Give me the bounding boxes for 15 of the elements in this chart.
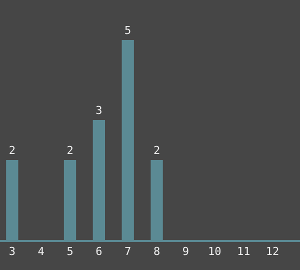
data-label: 5 xyxy=(124,24,132,37)
x-tick-label: 7 xyxy=(124,245,132,258)
x-tick-label: 12 xyxy=(266,245,280,258)
data-label: 2 xyxy=(66,144,74,157)
data-label: 3 xyxy=(96,104,102,117)
x-tick-label: 4 xyxy=(38,245,45,258)
x-tick-label: 11 xyxy=(236,245,250,258)
x-tick-label: 9 xyxy=(182,245,190,258)
x-tick-label: 5 xyxy=(66,245,74,258)
x-tick-label: 3 xyxy=(8,245,16,258)
data-label: 2 xyxy=(8,144,16,157)
x-tick-label: 8 xyxy=(153,245,160,258)
x-tick-label: 10 xyxy=(208,245,222,258)
data-label: 2 xyxy=(153,144,160,157)
x-tick-label: 6 xyxy=(96,245,102,258)
